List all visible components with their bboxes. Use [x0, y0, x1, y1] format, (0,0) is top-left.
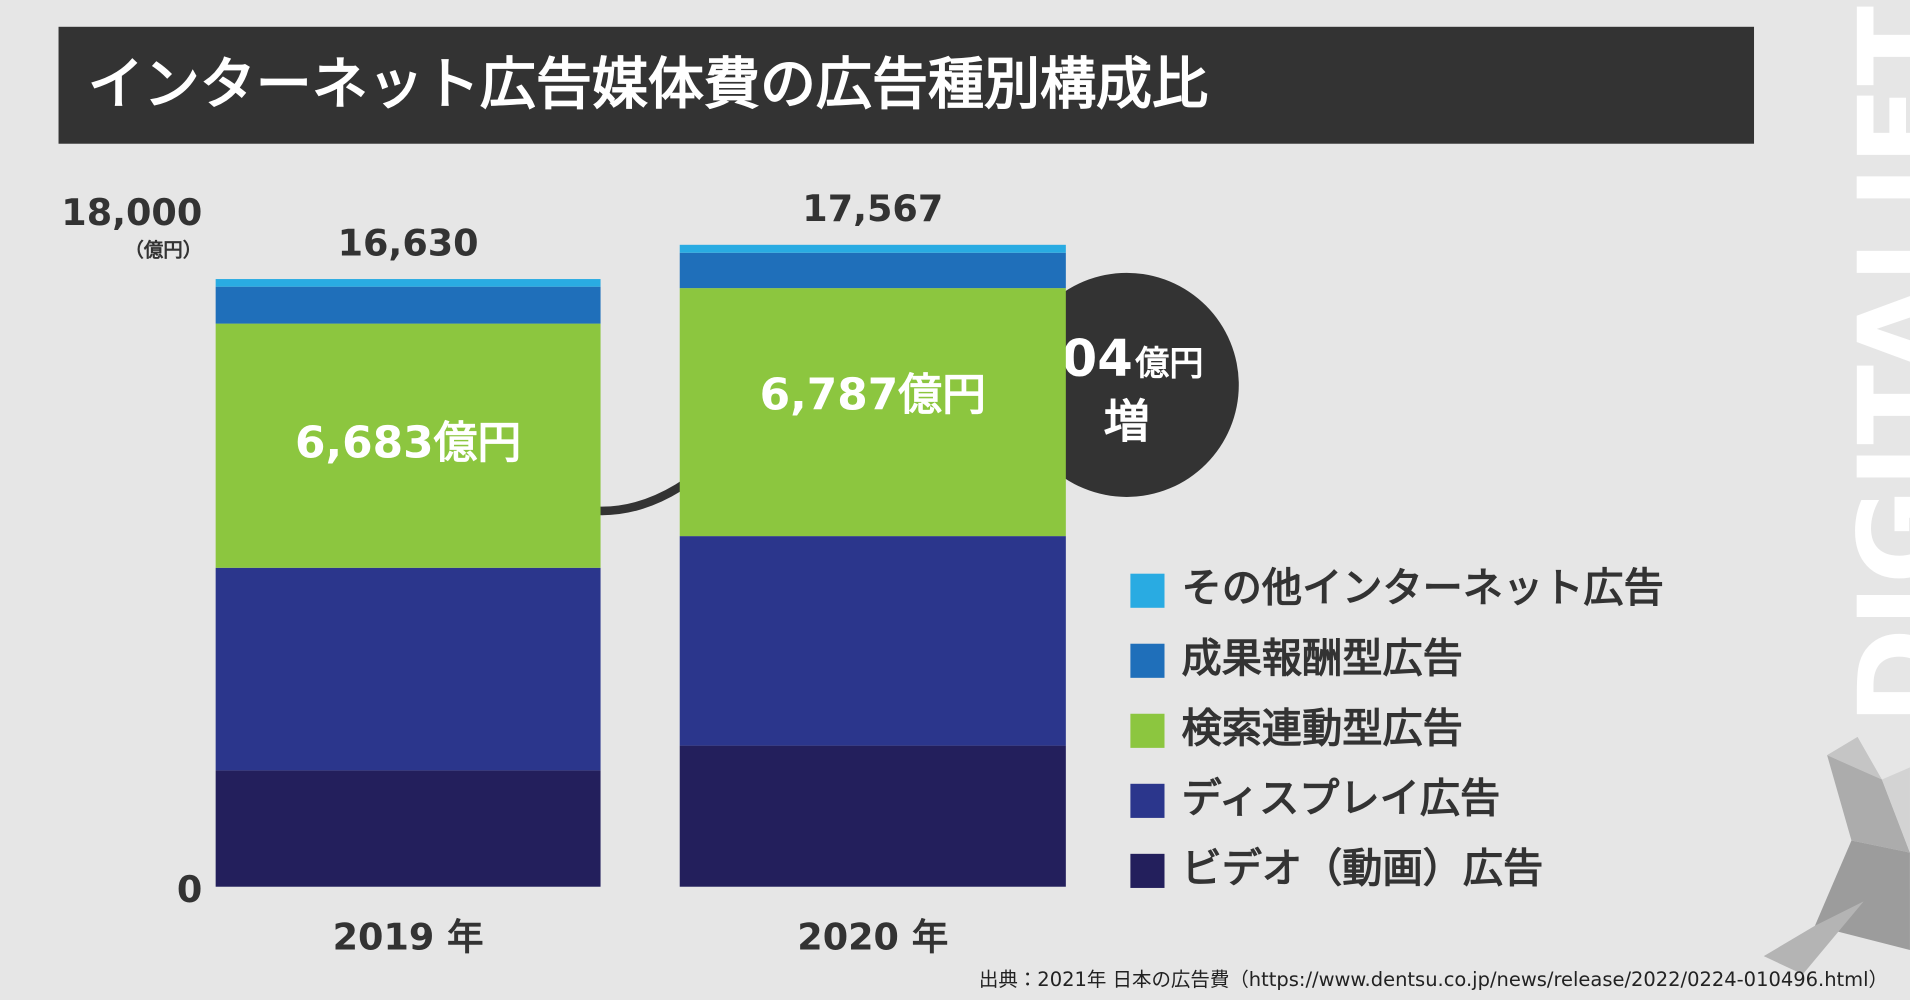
bar-segment [679, 244, 1066, 253]
annotation-unit: 億円 [1134, 344, 1203, 384]
bar-segment [679, 745, 1066, 887]
total-label: 17,567 [802, 187, 943, 230]
title-bar [58, 26, 1755, 144]
legend-swatch [1130, 713, 1165, 748]
watermark: DIGITALIFT [1833, 6, 1910, 725]
bar-segment [679, 288, 1066, 537]
bar-segment [679, 536, 1066, 746]
legend-swatch [1130, 853, 1165, 888]
logo-bird [1763, 736, 1910, 975]
legend-label: ディスプレイ広告 [1182, 776, 1501, 822]
legend-swatch [1130, 643, 1165, 678]
legend-swatch [1130, 783, 1165, 818]
bar-segment [215, 567, 601, 771]
x-tick-label: 2020 年 [797, 916, 948, 959]
bar-segment [679, 252, 1066, 289]
legend-label: 成果報酬型広告 [1182, 636, 1463, 682]
y-tick-label: 0 [177, 868, 202, 911]
bar-segment [215, 286, 601, 324]
value-label: 6,683億円 [295, 418, 521, 469]
chart-title: インターネット広告媒体費の広告種別構成比 [88, 52, 1208, 117]
annotation-bubble [1014, 272, 1239, 497]
x-tick-label: 2019 年 [333, 916, 484, 959]
legend-label: 検索連動型広告 [1182, 706, 1463, 752]
bar-segment [215, 323, 601, 568]
annotation-text: 増 [1104, 395, 1150, 449]
y-unit: （億円） [124, 238, 202, 261]
legend-swatch [1130, 573, 1165, 608]
legend-label: その他インターネット広告 [1182, 566, 1664, 612]
bar-segment [215, 279, 601, 287]
bar-segment [215, 770, 601, 887]
value-label: 6,787億円 [760, 369, 986, 420]
total-label: 16,630 [338, 221, 479, 264]
source: 出典：2021年 日本の広告費（https://www.dentsu.co.jp… [979, 968, 1888, 991]
legend-label: ビデオ（動画）広告 [1182, 846, 1544, 892]
y-tick-label: 18,000 [61, 191, 202, 234]
